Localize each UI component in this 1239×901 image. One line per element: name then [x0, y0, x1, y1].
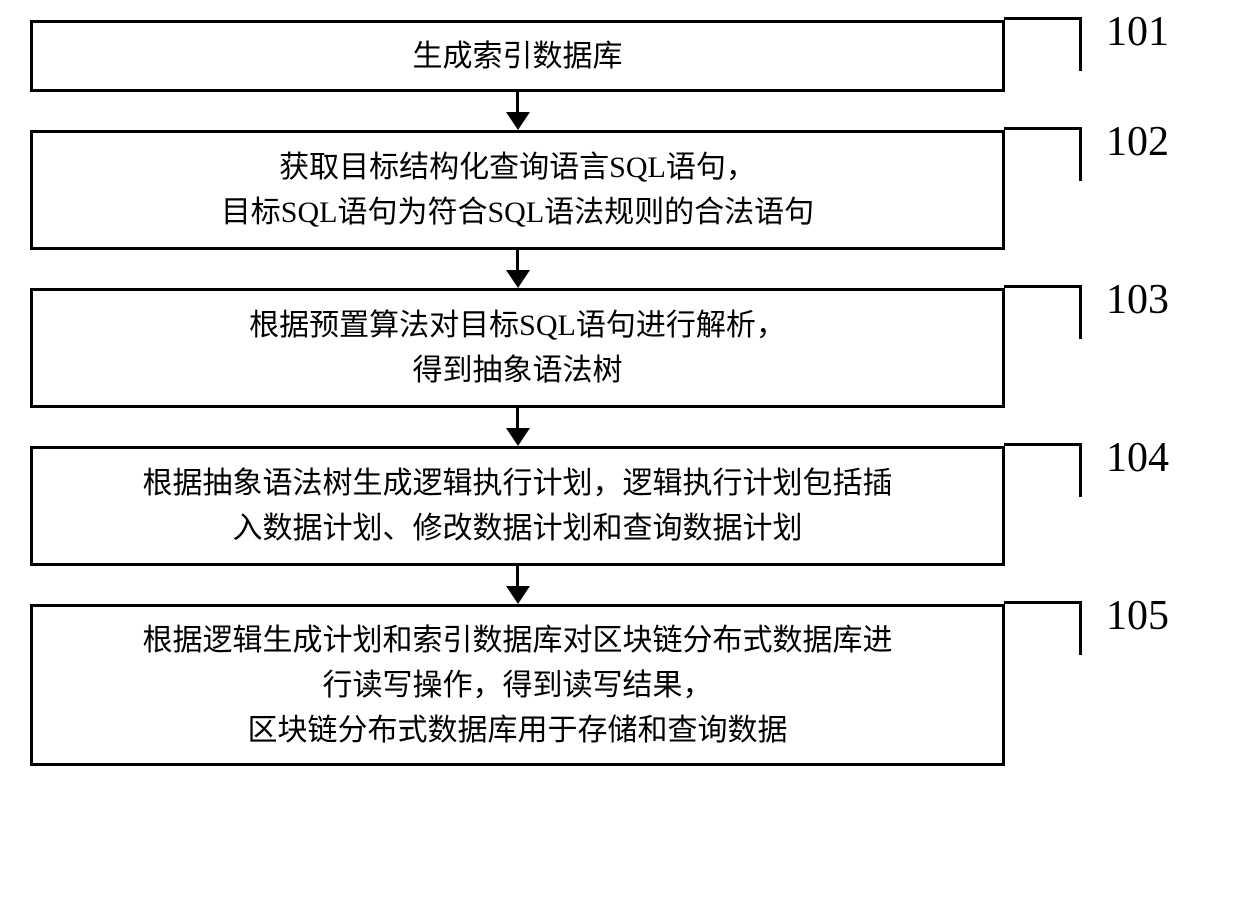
label-line-h — [1004, 127, 1079, 130]
label-line-h — [1004, 285, 1079, 288]
label-connector-103 — [1004, 285, 1082, 339]
label-line-v — [1079, 443, 1082, 497]
step-label-101: 101 — [1106, 8, 1169, 56]
step-text: 根据逻辑生成计划和索引数据库对区块链分布式数据库进 — [143, 618, 893, 663]
step-box-103: 根据预置算法对目标SQL语句进行解析， 得到抽象语法树 — [30, 288, 1005, 408]
step-label-104: 104 — [1106, 434, 1169, 482]
step-label-103: 103 — [1106, 276, 1169, 324]
step-label-105: 105 — [1106, 592, 1169, 640]
label-connector-104 — [1004, 443, 1082, 497]
step-row: 根据逻辑生成计划和索引数据库对区块链分布式数据库进 行读写操作，得到读写结果， … — [30, 604, 1210, 766]
label-line-v — [1079, 17, 1082, 71]
arrow-icon — [506, 566, 530, 604]
label-line-h — [1004, 17, 1079, 20]
arrow-icon — [506, 250, 530, 288]
step-text: 根据抽象语法树生成逻辑执行计划，逻辑执行计划包括插 — [143, 461, 893, 506]
label-connector-105 — [1004, 601, 1082, 655]
arrow-container — [30, 566, 1005, 604]
step-text: 行读写操作，得到读写结果， — [323, 663, 713, 708]
arrow-container — [30, 408, 1005, 446]
step-text: 根据预置算法对目标SQL语句进行解析， — [249, 303, 786, 348]
arrow-icon — [506, 92, 530, 130]
step-label-102: 102 — [1106, 118, 1169, 166]
arrow-container — [30, 92, 1005, 130]
step-text: 目标SQL语句为符合SQL语法规则的合法语句 — [221, 190, 814, 235]
step-box-101: 生成索引数据库 — [30, 20, 1005, 92]
arrow-icon — [506, 408, 530, 446]
label-line-h — [1004, 443, 1079, 446]
label-line-v — [1079, 285, 1082, 339]
arrow-container — [30, 250, 1005, 288]
label-connector-102 — [1004, 127, 1082, 181]
step-row: 生成索引数据库 101 — [30, 20, 1210, 92]
flowchart-container: 生成索引数据库 101 获取目标结构化查询语言SQL语句， 目标SQL语句为符合… — [30, 20, 1210, 766]
step-text: 得到抽象语法树 — [413, 348, 623, 393]
step-box-105: 根据逻辑生成计划和索引数据库对区块链分布式数据库进 行读写操作，得到读写结果， … — [30, 604, 1005, 766]
step-text: 获取目标结构化查询语言SQL语句， — [279, 145, 756, 190]
label-connector-101 — [1004, 17, 1082, 71]
label-line-v — [1079, 127, 1082, 181]
label-line-v — [1079, 601, 1082, 655]
label-line-h — [1004, 601, 1079, 604]
step-text: 区块链分布式数据库用于存储和查询数据 — [248, 708, 788, 753]
step-text: 生成索引数据库 — [413, 34, 623, 79]
step-row: 根据预置算法对目标SQL语句进行解析， 得到抽象语法树 103 — [30, 288, 1210, 408]
step-box-104: 根据抽象语法树生成逻辑执行计划，逻辑执行计划包括插 入数据计划、修改数据计划和查… — [30, 446, 1005, 566]
step-box-102: 获取目标结构化查询语言SQL语句， 目标SQL语句为符合SQL语法规则的合法语句 — [30, 130, 1005, 250]
step-text: 入数据计划、修改数据计划和查询数据计划 — [233, 506, 803, 551]
step-row: 获取目标结构化查询语言SQL语句， 目标SQL语句为符合SQL语法规则的合法语句… — [30, 130, 1210, 250]
step-row: 根据抽象语法树生成逻辑执行计划，逻辑执行计划包括插 入数据计划、修改数据计划和查… — [30, 446, 1210, 566]
